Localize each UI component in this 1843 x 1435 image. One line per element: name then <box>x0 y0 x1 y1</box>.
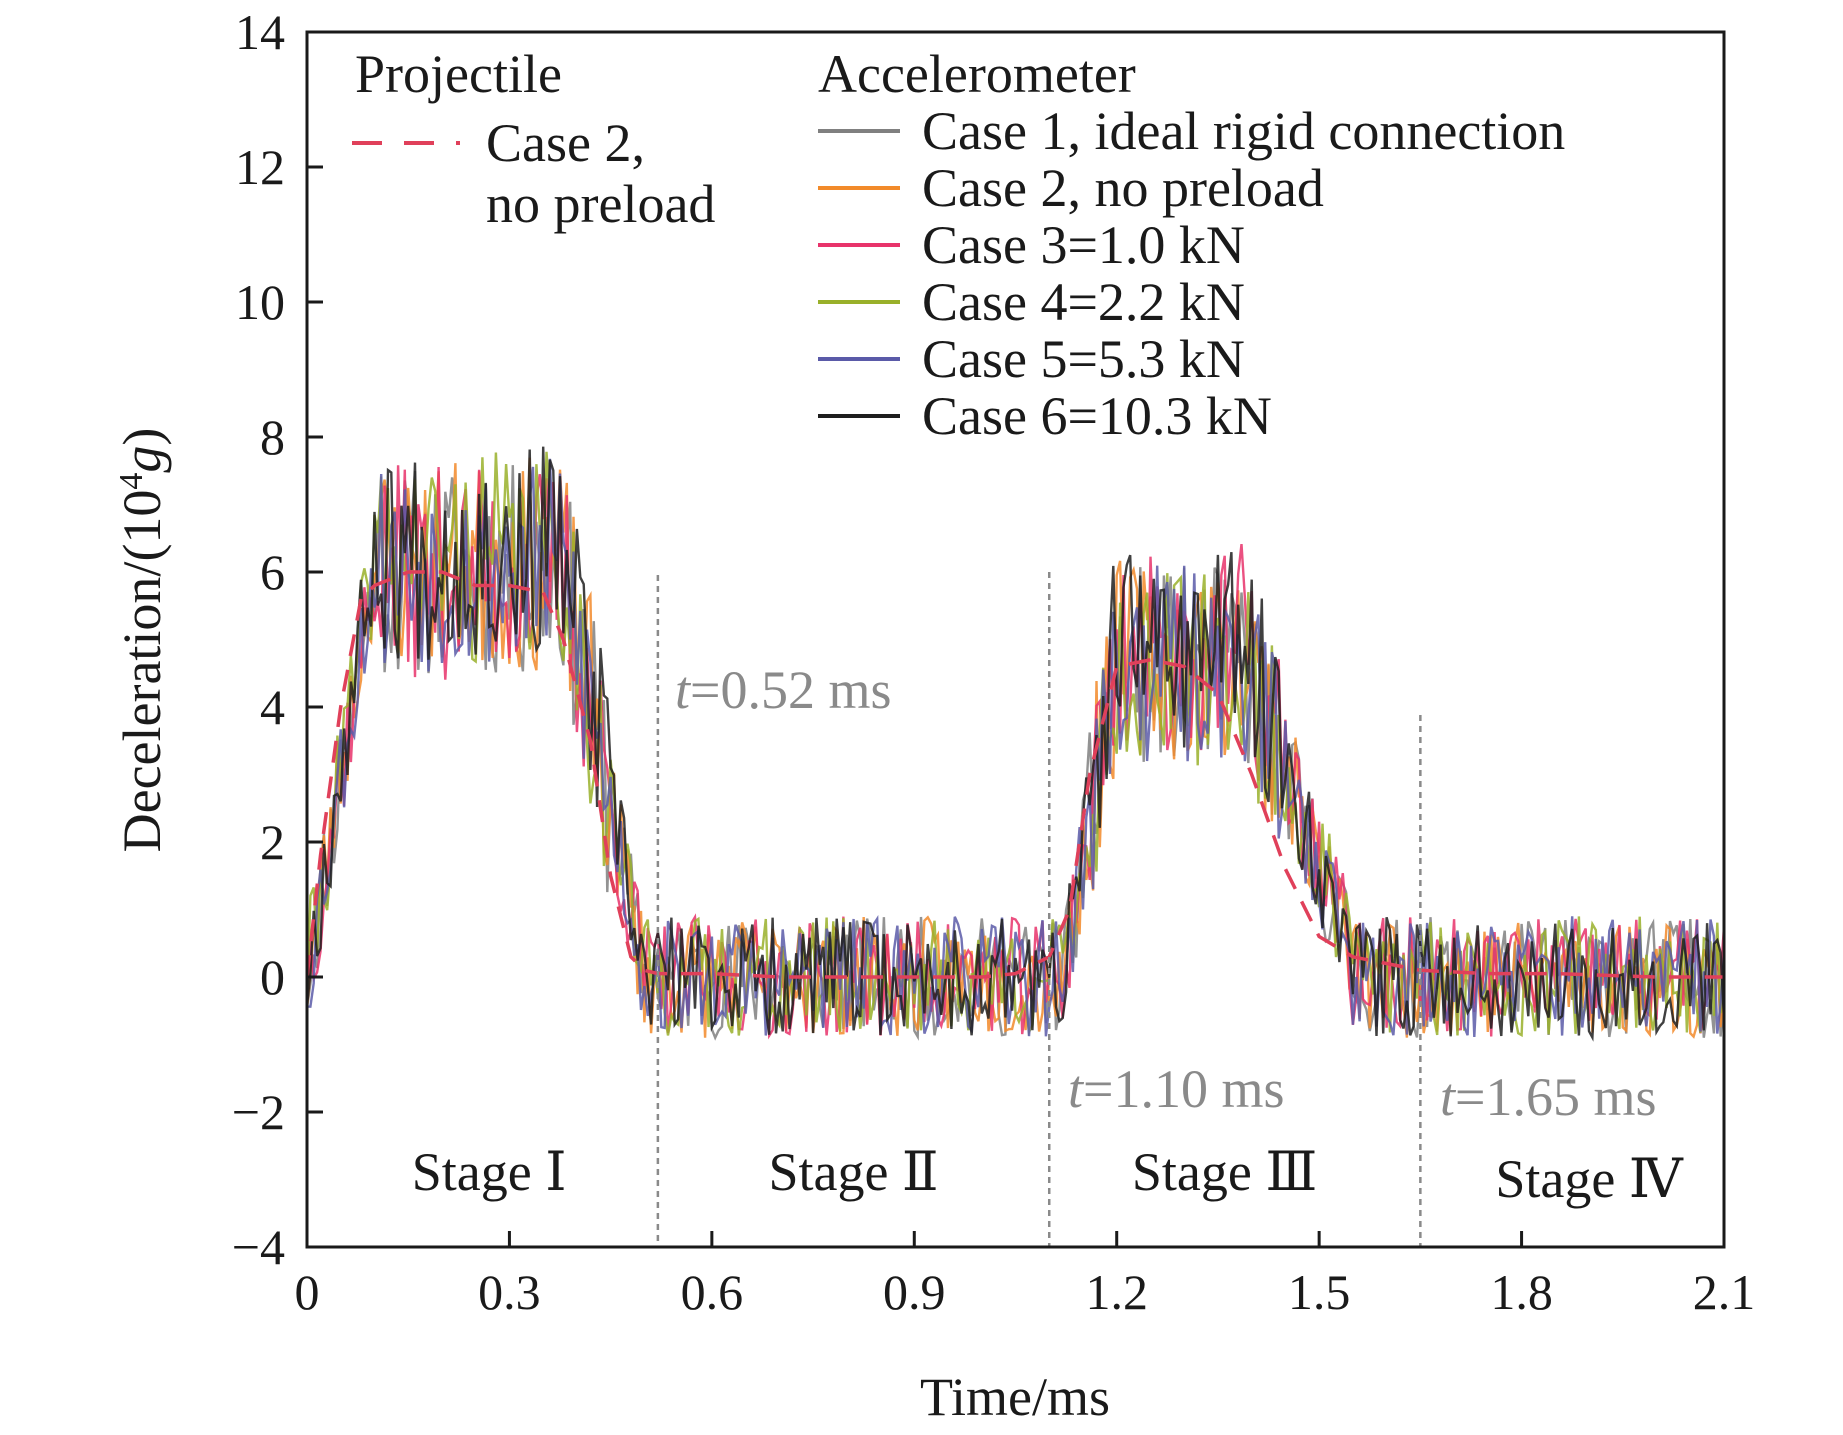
legend-entry-label: Case 1, ideal rigid connection <box>922 101 1565 161</box>
boundary-label-t: t <box>1440 1067 1457 1127</box>
legend-accelerometer-heading: Accelerometer <box>818 44 1136 104</box>
y-tick-label: 2 <box>260 814 285 870</box>
stage-boundaries <box>656 572 1422 1247</box>
legend-projectile: Projectile Case 2, no preload <box>352 44 715 234</box>
x-tick-label: 1.5 <box>1288 1264 1351 1320</box>
x-axis-ticks: 0 0.3 0.6 0.9 1.2 1.5 1.8 2.1 <box>295 1231 1756 1320</box>
stage-labels: Stage Ⅰ Stage Ⅱ Stage Ⅲ Stage Ⅳ <box>412 1142 1684 1209</box>
plot-frame <box>305 30 1726 1249</box>
boundary-label-value: =0.52 ms <box>690 660 891 720</box>
projectile-curve <box>307 570 1724 979</box>
y-axis-title: Deceleration/(104g) <box>112 428 172 853</box>
boundary-label-t: t <box>1068 1059 1085 1119</box>
stage-boundary-label: t=0.52 ms <box>675 660 892 720</box>
stage-label: Stage Ⅱ <box>768 1142 938 1202</box>
stage-label: Stage Ⅲ <box>1132 1142 1318 1202</box>
stage-label: Stage Ⅰ <box>412 1142 567 1202</box>
y-axis-title-unit: g <box>112 446 172 473</box>
y-tick-label: 0 <box>260 949 285 1005</box>
legend-projectile-heading: Projectile <box>355 44 562 104</box>
y-axis-title-base: Deceleration/(10 <box>112 490 172 853</box>
y-tick-label: −2 <box>232 1084 285 1140</box>
x-tick-label: 0.6 <box>681 1264 744 1320</box>
stage-label: Stage Ⅳ <box>1495 1149 1683 1209</box>
x-tick-label: 1.8 <box>1490 1264 1553 1320</box>
y-tick-label: 14 <box>235 4 285 60</box>
legend-projectile-label-2: no preload <box>486 174 715 234</box>
projectile-layer <box>307 570 1724 979</box>
y-axis-title-exponent: 4 <box>113 473 150 490</box>
boundary-labels: t=0.52 mst=1.10 ms t=1.65 ms <box>675 660 1657 1127</box>
y-tick-label: −4 <box>232 1219 285 1275</box>
legend-accelerometer: Accelerometer Case 1, ideal rigid connec… <box>818 44 1565 446</box>
x-tick-label: 2.1 <box>1693 1264 1756 1320</box>
boundary-label-t: t <box>675 660 692 720</box>
boundary-label-value: =1.10 ms <box>1083 1059 1284 1119</box>
y-tick-label: 10 <box>235 274 285 330</box>
series-line-case-6 <box>307 446 1724 1042</box>
series-line-case-5 <box>307 458 1724 1037</box>
x-tick-label: 0.9 <box>883 1264 946 1320</box>
legend-entry-label: Case 6=10.3 kN <box>922 386 1272 446</box>
y-axis-ticks: −4 −2 0 2 4 6 8 10 12 14 <box>232 4 323 1275</box>
boundary-label-value: =1.65 ms <box>1455 1067 1656 1127</box>
x-tick-label: 0 <box>295 1264 320 1320</box>
legend-entry-label: Case 2, no preload <box>922 158 1324 218</box>
stage-boundary-label: t=1.65 ms <box>1440 1067 1657 1127</box>
stage-boundary-label: t=1.10 ms <box>1068 1059 1285 1119</box>
legend-entry-label: Case 4=2.2 kN <box>922 272 1245 332</box>
x-tick-label: 1.2 <box>1085 1264 1148 1320</box>
series-layer <box>307 446 1724 1042</box>
y-axis-title-close: ) <box>112 428 172 446</box>
x-axis-title: Time/ms <box>920 1367 1110 1427</box>
y-tick-label: 12 <box>235 139 285 195</box>
y-tick-label: 6 <box>260 544 285 600</box>
series-line-case-3 <box>307 465 1724 1040</box>
legend-entry-label: Case 5=5.3 kN <box>922 329 1245 389</box>
legend-entry-label: Case 3=1.0 kN <box>922 215 1245 275</box>
x-tick-label: 0.3 <box>478 1264 541 1320</box>
y-tick-label: 8 <box>260 409 285 465</box>
y-tick-label: 4 <box>260 679 285 735</box>
legend-projectile-label-1: Case 2, <box>486 113 645 173</box>
